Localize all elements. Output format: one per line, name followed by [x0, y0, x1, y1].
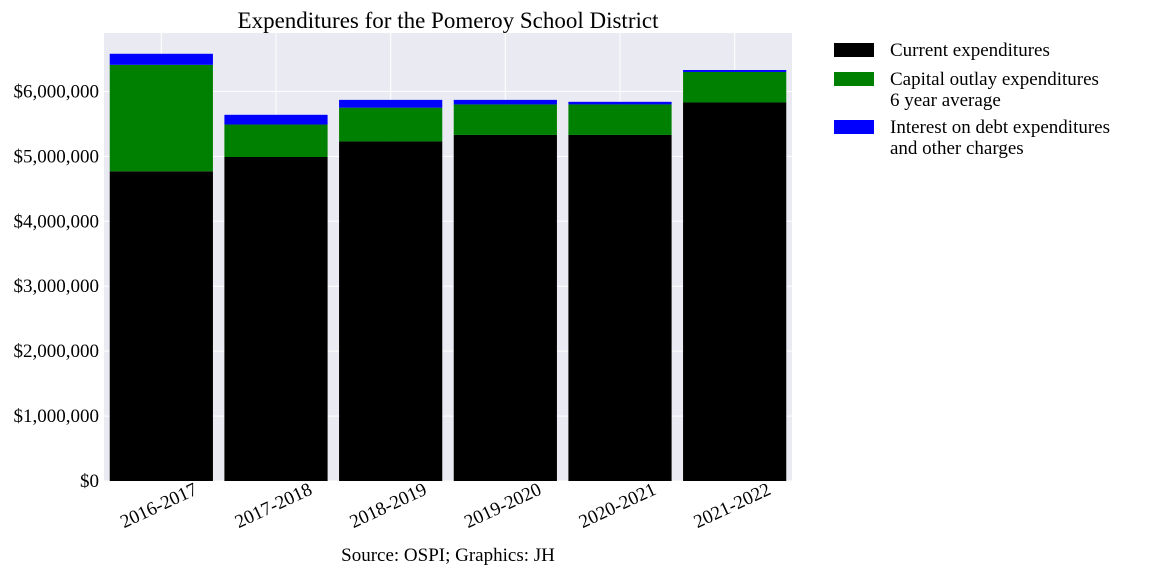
legend-swatch — [834, 120, 874, 134]
x-tick-label: 2016-2017 — [117, 479, 200, 533]
bar-segment-capital-outlay — [224, 124, 328, 158]
bar-segment-capital-outlay — [683, 71, 787, 103]
y-tick-label: $2,000,000 — [14, 341, 100, 362]
legend-label: Capital outlay expenditures 6 year averag… — [890, 69, 1099, 111]
bar-segment-current — [683, 102, 787, 481]
x-tick-label: 2020-2021 — [576, 479, 659, 533]
y-tick-label: $4,000,000 — [14, 211, 100, 232]
source-note: Source: OSPI; Graphics: JH — [341, 545, 555, 566]
x-tick-label: 2021-2022 — [691, 479, 774, 533]
legend: Current expenditures Capital outlay expen… — [834, 40, 1110, 159]
bar-segment-capital-outlay — [453, 104, 557, 135]
y-tick-labels: $0 $1,000,000 $2,000,000 $3,000,000 $4,000,0… — [14, 81, 100, 492]
x-tick-labels: 2016-2017 2017-2018 2018-2019 2019-2020 2020… — [117, 479, 774, 533]
legend-label: Current expenditures — [890, 40, 1050, 61]
x-tick-label: 2019-2020 — [461, 479, 544, 533]
plot-background — [104, 33, 792, 481]
bar-segment-capital-outlay — [109, 64, 213, 172]
y-tick-label: $6,000,000 — [14, 81, 100, 102]
bar-segment-current — [109, 171, 213, 481]
bar-segment-current — [339, 141, 443, 481]
bar-segment-capital-outlay — [339, 107, 443, 142]
bar-segment-interest-debt — [568, 101, 672, 105]
legend-swatch — [834, 43, 874, 57]
y-tick-label: $5,000,000 — [14, 146, 100, 167]
bar-segment-interest-debt — [683, 70, 787, 72]
bar-segment-current — [453, 134, 557, 482]
bar-segment-interest-debt — [453, 99, 557, 105]
bar-segment-interest-debt — [109, 53, 213, 65]
bars — [109, 53, 787, 482]
x-tick-label: 2018-2019 — [347, 479, 430, 533]
bar-segment-capital-outlay — [568, 104, 672, 135]
chart-title: Expenditures for the Pomeroy School Dist… — [238, 8, 660, 33]
bar-segment-current — [224, 157, 328, 481]
legend-label: Interest on debt expenditures and other c… — [890, 117, 1110, 159]
bar-segment-interest-debt — [339, 99, 443, 108]
y-tick-label: $1,000,000 — [14, 406, 100, 427]
bar-segment-interest-debt — [224, 114, 328, 125]
y-tick-label: $0 — [80, 471, 99, 492]
bar-segment-current — [568, 134, 672, 482]
y-tick-label: $3,000,000 — [14, 276, 100, 297]
x-tick-label: 2017-2018 — [232, 479, 315, 533]
legend-swatch — [834, 72, 874, 86]
